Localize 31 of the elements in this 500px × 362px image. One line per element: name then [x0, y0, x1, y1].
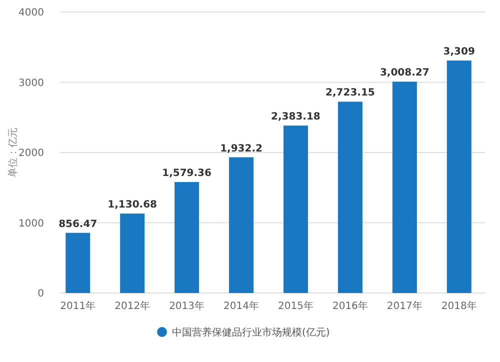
text: 3,008.27 — [380, 68, 430, 79]
text: 856.47 — [58, 218, 98, 230]
y-tick-label: 4000 — [18, 8, 44, 18]
x-tick-label: 2011年 — [60, 300, 96, 312]
text: 1,932.2 — [220, 143, 262, 154]
y-tick-label: 1000 — [18, 218, 44, 230]
x-tick-label: 2018年 — [441, 300, 477, 312]
legend-label: 中国营养保健品行业市场规模(亿元) — [172, 326, 330, 338]
text: 1,579.36 — [162, 168, 212, 180]
text: 1,130.68 — [108, 200, 158, 211]
bar — [66, 232, 90, 293]
bar — [120, 214, 145, 293]
bar — [338, 102, 362, 293]
x-tick-label: 2016年 — [332, 300, 368, 312]
bar — [174, 182, 200, 293]
x-tick-label: 2012年 — [114, 300, 150, 312]
x-tick-label: 2015年 — [278, 300, 314, 312]
bar — [392, 82, 417, 293]
x-tick-label: 2017年 — [386, 300, 422, 312]
x-tick-label: 2014年 — [224, 300, 259, 312]
bar — [229, 157, 254, 293]
y-axis-title: 单位：亿元 — [7, 128, 19, 178]
text: 2,383.18 — [271, 112, 320, 123]
bar — [283, 126, 308, 293]
y-tick-label: 3000 — [18, 78, 44, 89]
text: 2,723.15 — [326, 88, 375, 99]
text: 3,309 — [443, 46, 475, 58]
y-tick-label: 0 — [38, 288, 44, 300]
y-tick-label: 2000 — [18, 148, 44, 159]
x-tick-label: 2013年 — [169, 300, 205, 312]
bar — [446, 60, 472, 293]
